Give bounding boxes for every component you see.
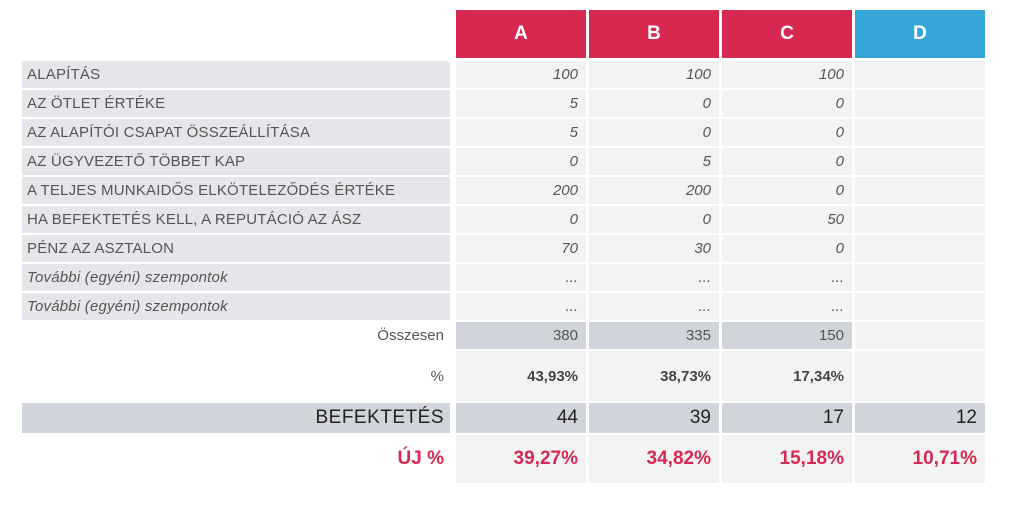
column-header-d: D bbox=[855, 10, 985, 58]
cell-b: ... bbox=[589, 293, 719, 320]
cell-c: ... bbox=[722, 293, 852, 320]
new-percent-label: ÚJ % bbox=[397, 448, 444, 469]
cell-d-empty bbox=[855, 206, 985, 233]
cell-a: 5 bbox=[456, 119, 586, 146]
cell-c: 0 bbox=[722, 148, 852, 175]
cell-c: 50 bbox=[722, 206, 852, 233]
column-header-a: A bbox=[456, 10, 586, 58]
cell-d-empty bbox=[855, 177, 985, 204]
new-percent-a: 39,27% bbox=[456, 435, 586, 483]
cell-d-empty bbox=[855, 148, 985, 175]
percent-label: % bbox=[430, 367, 444, 385]
new-percent-b: 34,82% bbox=[589, 435, 719, 483]
cell-a: 5 bbox=[456, 90, 586, 117]
investment-c: 17 bbox=[722, 403, 852, 433]
column-header-b: B bbox=[589, 10, 719, 58]
cell-c: 0 bbox=[722, 235, 852, 262]
cell-a: 200 bbox=[456, 177, 586, 204]
row-label: AZ ALAPÍTÓI CSAPAT ÖSSZEÁLLÍTÁSA bbox=[22, 119, 450, 146]
cell-b: ... bbox=[589, 264, 719, 291]
new-percent-c: 15,18% bbox=[722, 435, 852, 483]
cell-d-empty bbox=[855, 235, 985, 262]
total-b: 335 bbox=[589, 322, 719, 349]
cell-b: 100 bbox=[589, 61, 719, 88]
cell-b: 0 bbox=[589, 206, 719, 233]
cell-a: ... bbox=[456, 264, 586, 291]
cell-d-empty bbox=[855, 61, 985, 88]
cell-a: 70 bbox=[456, 235, 586, 262]
total-d-empty bbox=[855, 322, 985, 349]
cell-b: 0 bbox=[589, 119, 719, 146]
cell-b: 200 bbox=[589, 177, 719, 204]
cell-a: 0 bbox=[456, 206, 586, 233]
cell-b: 0 bbox=[589, 90, 719, 117]
percent-d-empty bbox=[855, 351, 985, 401]
cell-d-empty bbox=[855, 90, 985, 117]
cell-a: 0 bbox=[456, 148, 586, 175]
investment-d: 12 bbox=[855, 403, 985, 433]
investment-a: 44 bbox=[456, 403, 586, 433]
row-label: ALAPÍTÁS bbox=[22, 61, 450, 88]
row-label: HA BEFEKTETÉS KELL, A REPUTÁCIÓ AZ ÁSZ bbox=[22, 206, 450, 233]
cell-d-empty bbox=[855, 293, 985, 320]
cell-b: 5 bbox=[589, 148, 719, 175]
total-a: 380 bbox=[456, 322, 586, 349]
cell-b: 30 bbox=[589, 235, 719, 262]
cell-d-empty bbox=[855, 264, 985, 291]
total-c: 150 bbox=[722, 322, 852, 349]
percent-a: 43,93% bbox=[456, 351, 586, 401]
row-label: A TELJES MUNKAIDŐS ELKÖTELEZŐDÉS ÉRTÉKE bbox=[22, 177, 450, 204]
percent-b: 38,73% bbox=[589, 351, 719, 401]
cell-d-empty bbox=[855, 119, 985, 146]
column-header-c: C bbox=[722, 10, 852, 58]
cell-c: 100 bbox=[722, 61, 852, 88]
cell-c: ... bbox=[722, 264, 852, 291]
row-label: AZ ÖTLET ÉRTÉKE bbox=[22, 90, 450, 117]
cell-c: 0 bbox=[722, 177, 852, 204]
cell-c: 0 bbox=[722, 119, 852, 146]
new-percent-d: 10,71% bbox=[855, 435, 985, 483]
investment-b: 39 bbox=[589, 403, 719, 433]
cell-a: ... bbox=[456, 293, 586, 320]
investment-label: BEFEKTETÉS bbox=[22, 403, 450, 433]
row-label: AZ ÜGYVEZETŐ TÖBBET KAP bbox=[22, 148, 450, 175]
percent-c: 17,34% bbox=[722, 351, 852, 401]
total-label: Összesen bbox=[377, 327, 444, 344]
row-label: PÉNZ AZ ASZTALON bbox=[22, 235, 450, 262]
cell-a: 100 bbox=[456, 61, 586, 88]
cell-c: 0 bbox=[722, 90, 852, 117]
row-label: További (egyéni) szempontok bbox=[22, 293, 450, 320]
row-label: További (egyéni) szempontok bbox=[22, 264, 450, 291]
